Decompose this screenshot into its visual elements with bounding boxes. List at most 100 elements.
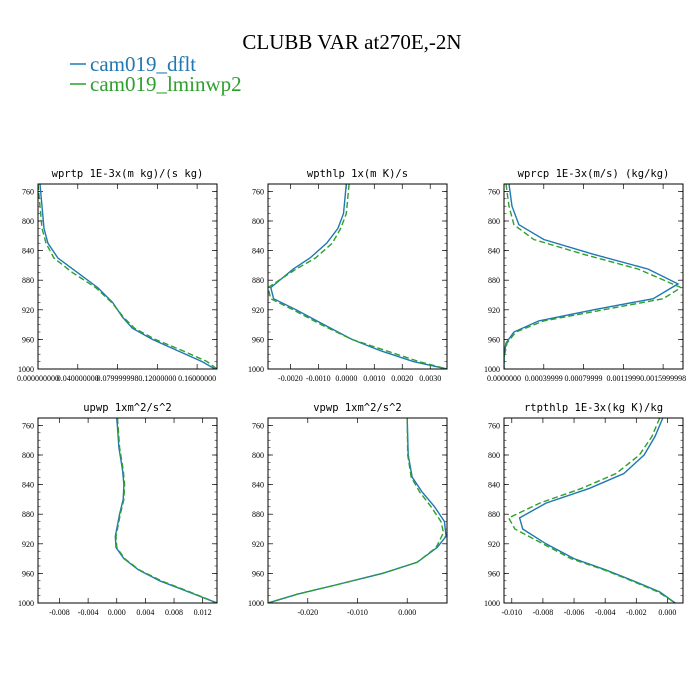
plot-frame — [267, 417, 448, 604]
series-line-cam019_dflt — [504, 184, 680, 369]
y-tick-label: 1000 — [248, 599, 264, 608]
y-tick-label: 1000 — [18, 365, 34, 374]
y-tick-label: 760 — [252, 187, 264, 196]
series-line-cam019_lminwp2 — [38, 184, 217, 369]
x-tick-label: -0.006 — [564, 608, 585, 617]
x-tick-label: 0.16000000 — [178, 374, 216, 383]
y-tick-label: 920 — [252, 306, 264, 315]
x-tick-label: -0.020 — [297, 608, 318, 617]
y-tick-label: 920 — [22, 540, 34, 549]
series-line-cam019_dflt — [270, 184, 447, 369]
x-tick-label: 0.000 — [398, 608, 416, 617]
y-tick-label: 1000 — [18, 599, 34, 608]
panel-title: vpwp 1xm^2/s^2 — [313, 402, 402, 414]
plot-frame — [503, 183, 684, 370]
x-tick-label: 0.040000000 — [57, 374, 99, 383]
x-tick-label: 0.0000000 — [487, 374, 521, 383]
legend: cam019_dflt cam019_lminwp2 — [70, 52, 242, 96]
y-tick-label: 800 — [252, 451, 264, 460]
y-tick-label: 960 — [22, 335, 34, 344]
plot-frame — [37, 183, 218, 370]
y-tick-label: 880 — [22, 276, 34, 285]
series-line-cam019_lminwp2 — [268, 418, 445, 603]
y-tick-label: 760 — [488, 187, 500, 196]
y-tick-label: 960 — [488, 335, 500, 344]
x-tick-label: 0.004 — [136, 608, 154, 617]
plot-frame — [503, 417, 684, 604]
series-line-cam019_lminwp2 — [115, 418, 217, 603]
series-line-cam019_lminwp2 — [507, 418, 676, 603]
y-tick-label: 1000 — [248, 365, 264, 374]
x-tick-label: 0.012 — [194, 608, 212, 617]
y-tick-label: 960 — [252, 335, 264, 344]
y-tick-label: 960 — [252, 569, 264, 578]
y-tick-label: 840 — [22, 481, 34, 490]
panel-title: wprcp 1E-3x(m/s) (kg/kg) — [518, 168, 670, 180]
panel-6: rtpthlp 1E-3x(kg K)/kg -0.010 -0.008 -0.006… — [484, 402, 684, 617]
panel-4: upwp 1xm^2/s^2 -0.008 -0.004 0.000 0.004 0.00… — [18, 402, 218, 617]
y-tick-label: 800 — [22, 451, 34, 460]
y-tick-label: 920 — [22, 306, 34, 315]
y-tick-label: 880 — [22, 510, 34, 519]
x-tick-label: 0.00039999 — [525, 374, 563, 383]
x-tick-label: -0.0010 — [306, 374, 331, 383]
y-tick-label: 960 — [22, 569, 34, 578]
y-tick-label: 880 — [252, 510, 264, 519]
x-tick-label: -0.004 — [595, 608, 616, 617]
x-tick-label: 0.000 — [658, 608, 676, 617]
legend-label-lminwp2: cam019_lminwp2 — [90, 72, 242, 96]
x-tick-label: 0.12000000 — [138, 374, 176, 383]
panel-1: wprtp 1E-3x(m kg)/(s kg) 0.0000000000.040… — [17, 168, 218, 383]
y-tick-label: 840 — [488, 481, 500, 490]
y-tick-label: 840 — [22, 247, 34, 256]
y-tick-label: 880 — [488, 510, 500, 519]
y-tick-label: 800 — [22, 217, 34, 226]
series-line-cam019_dflt — [114, 418, 217, 603]
x-tick-label: 0.0011999 — [606, 374, 640, 383]
legend-label-dflt: cam019_dflt — [90, 52, 196, 76]
series-line-cam019_lminwp2 — [268, 184, 447, 369]
y-tick-label: 800 — [252, 217, 264, 226]
series-line-cam019_dflt — [268, 418, 447, 603]
y-tick-label: 800 — [488, 217, 500, 226]
x-tick-label: 0.0000 — [335, 374, 357, 383]
x-tick-label: -0.008 — [49, 608, 70, 617]
x-tick-label: -0.008 — [533, 608, 554, 617]
y-tick-label: 1000 — [484, 599, 500, 608]
x-tick-label: -0.002 — [626, 608, 647, 617]
x-tick-label: 0.008 — [165, 608, 183, 617]
y-tick-label: 840 — [488, 247, 500, 256]
plot-frame — [37, 417, 218, 604]
y-tick-label: 920 — [488, 306, 500, 315]
panel-5: vpwp 1xm^2/s^2 -0.020 -0.010 0.000 760 800 840… — [248, 402, 448, 617]
series-line-cam019_dflt — [518, 418, 676, 603]
y-tick-label: 760 — [488, 421, 500, 430]
y-tick-label: 760 — [22, 187, 34, 196]
x-tick-label: 0.000 — [108, 608, 126, 617]
x-tick-label: -0.010 — [501, 608, 522, 617]
plot-frame — [267, 183, 448, 370]
y-tick-label: 920 — [488, 540, 500, 549]
y-tick-label: 1000 — [484, 365, 500, 374]
x-tick-label: 0.0020 — [391, 374, 413, 383]
panel-3: wprcp 1E-3x(m/s) (kg/kg) 0.0000000 0.00039… — [484, 168, 686, 383]
x-tick-label: -0.004 — [78, 608, 99, 617]
y-tick-label: 760 — [252, 421, 264, 430]
x-tick-label: 0.000000000 — [17, 374, 59, 383]
panel-title: wpthlp 1x(m K)/s — [307, 168, 408, 180]
x-tick-label: 0.0030 — [419, 374, 441, 383]
series-line-cam019_dflt — [39, 184, 216, 369]
y-tick-label: 880 — [488, 276, 500, 285]
y-tick-label: 760 — [22, 421, 34, 430]
x-tick-label: -0.0020 — [278, 374, 303, 383]
panel-title: upwp 1xm^2/s^2 — [83, 402, 172, 414]
y-tick-label: 960 — [488, 569, 500, 578]
y-tick-label: 920 — [252, 540, 264, 549]
x-tick-label: 0.079999998 — [97, 374, 139, 383]
x-tick-label: -0.010 — [347, 608, 368, 617]
y-tick-label: 840 — [252, 481, 264, 490]
panel-title: wprtp 1E-3x(m kg)/(s kg) — [52, 168, 204, 180]
panel-2: wpthlp 1x(m K)/s -0.0020 -0.0010 0.0000 0.00… — [248, 168, 448, 383]
x-tick-label: 0.00079999 — [565, 374, 603, 383]
